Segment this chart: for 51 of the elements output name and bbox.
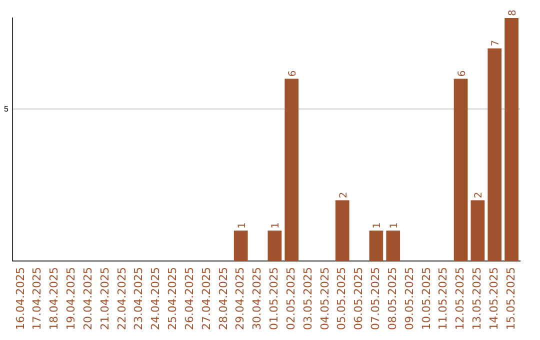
x-tick-label: 24.04.2025 <box>149 267 162 330</box>
data-label: 1 <box>236 222 248 229</box>
x-tick-label: 09.05.2025 <box>402 267 416 330</box>
x-tick-label: 25.04.2025 <box>166 267 180 330</box>
x-tick-label: 21.04.2025 <box>98 267 112 330</box>
x-tick-label: 03.05.2025 <box>301 267 314 330</box>
x-tick-label: 18.04.2025 <box>48 267 61 330</box>
x-tick-label: 07.05.2025 <box>369 267 382 330</box>
bar <box>470 200 485 262</box>
data-label: 1 <box>389 222 400 229</box>
bar <box>369 230 384 262</box>
x-tick-label: 17.04.2025 <box>30 267 44 330</box>
x-tick-label: 10.05.2025 <box>420 267 433 330</box>
x-tick-label: 16.04.2025 <box>14 267 27 330</box>
x-tick-label: 12.05.2025 <box>454 267 467 330</box>
data-label: 6 <box>456 70 468 77</box>
data-label: 7 <box>490 40 502 46</box>
x-tick-label: 15.05.2025 <box>504 267 518 330</box>
x-tick-label: 23.04.2025 <box>132 267 146 330</box>
x-tick-label: 14.05.2025 <box>487 267 500 330</box>
x-tick-label: 26.04.2025 <box>182 267 196 330</box>
x-tick-label: 19.04.2025 <box>64 267 78 330</box>
y-tick-label: 5 <box>4 104 9 114</box>
data-label: 2 <box>338 192 350 198</box>
bar <box>454 78 468 262</box>
x-tick-label: 08.05.2025 <box>386 267 399 330</box>
data-label: 1 <box>270 222 282 229</box>
x-tick-label: 30.04.2025 <box>250 267 264 330</box>
bar <box>234 230 248 262</box>
x-tick-label: 29.04.2025 <box>234 267 247 330</box>
bar <box>386 230 400 262</box>
x-tick-label: 04.05.2025 <box>318 267 332 330</box>
x-tick-label: 27.04.2025 <box>200 267 213 330</box>
x-tick-label: 11.05.2025 <box>436 267 450 330</box>
bar <box>504 18 518 262</box>
x-tick-label: 01.05.2025 <box>268 267 281 330</box>
x-tick-label: 28.04.2025 <box>216 267 230 330</box>
bar <box>268 230 282 262</box>
data-label: 2 <box>474 192 485 198</box>
x-tick-label: 20.04.2025 <box>81 267 94 330</box>
data-label: 6 <box>288 70 299 77</box>
x-tick-label: 06.05.2025 <box>352 267 366 330</box>
x-tick-label: 05.05.2025 <box>335 267 348 330</box>
x-tick-label: 22.04.2025 <box>115 267 128 330</box>
bar <box>335 200 350 262</box>
x-tick-label: 13.05.2025 <box>470 267 484 330</box>
data-label: 1 <box>372 222 384 229</box>
bar <box>488 48 502 262</box>
bar <box>284 78 299 262</box>
x-tick-label: 02.05.2025 <box>284 267 298 330</box>
data-label: 8 <box>508 10 519 16</box>
